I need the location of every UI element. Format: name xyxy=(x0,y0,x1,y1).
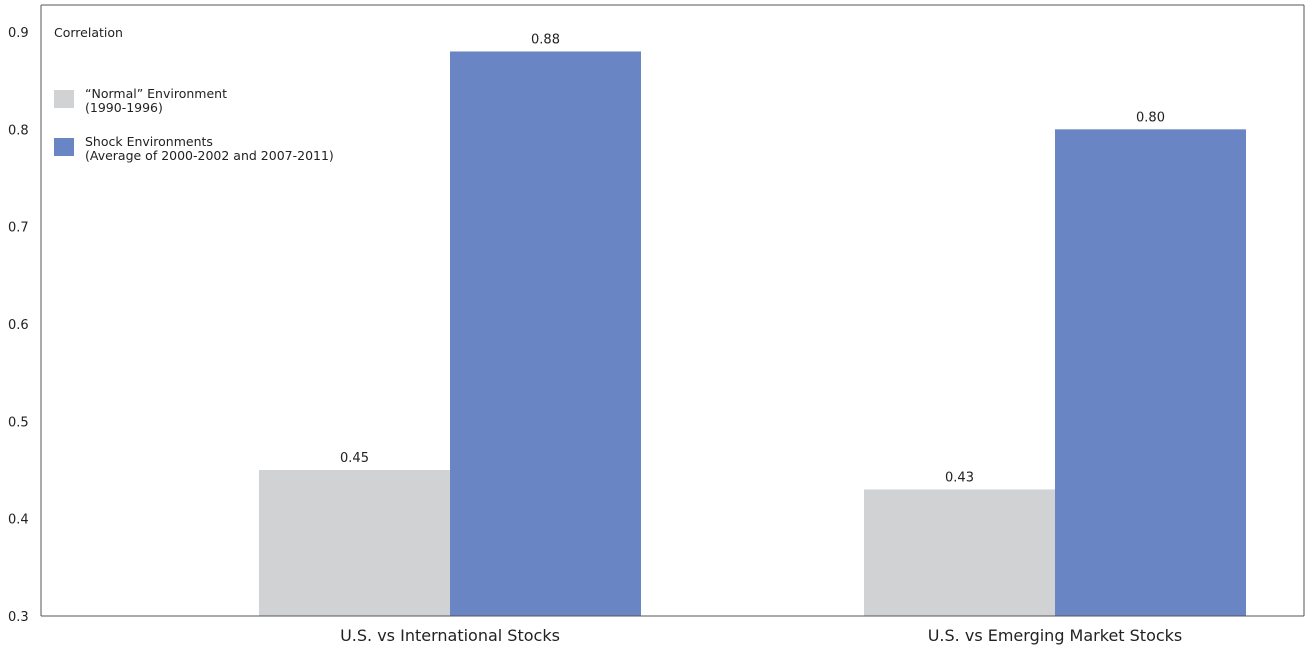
x-category-label: U.S. vs Emerging Market Stocks xyxy=(928,626,1183,645)
y-tick-label: 0.3 xyxy=(8,610,29,625)
y-tick-label: 0.4 xyxy=(8,513,29,528)
y-tick-label: 0.5 xyxy=(8,415,29,430)
x-category-label: U.S. vs International Stocks xyxy=(340,626,560,645)
y-tick-label: 0.9 xyxy=(8,26,29,41)
bar-value-label: 0.45 xyxy=(340,451,369,466)
legend-label-shock-period: (Average of 2000-2002 and 2007-2011) xyxy=(85,148,334,163)
y-axis-ticks: 0.3 0.4 0.5 0.6 0.7 0.8 0.9 xyxy=(8,26,29,625)
y-tick-label: 0.8 xyxy=(8,123,29,138)
legend-label-normal: “Normal” Environment xyxy=(85,86,227,101)
bar-value-label: 0.88 xyxy=(531,32,560,47)
bars xyxy=(259,51,1246,617)
y-tick-label: 0.7 xyxy=(8,221,29,236)
legend: “Normal” Environment (1990-1996) Shock E… xyxy=(54,86,334,163)
legend-swatch-shock xyxy=(54,138,74,156)
bar xyxy=(1055,129,1246,617)
y-tick-label: 0.6 xyxy=(8,318,29,333)
bar xyxy=(864,489,1055,616)
data-labels: 0.45 0.88 0.43 0.80 xyxy=(340,32,1165,485)
x-axis-categories: U.S. vs International Stocks U.S. vs Emer… xyxy=(340,626,1182,645)
bar xyxy=(450,51,641,616)
bar-value-label: 0.43 xyxy=(945,470,974,485)
bar xyxy=(259,470,450,616)
y-axis-title: Correlation xyxy=(54,25,123,40)
legend-label-shock: Shock Environments xyxy=(85,134,213,149)
bar-value-label: 0.80 xyxy=(1136,110,1165,125)
legend-label-normal-period: (1990-1996) xyxy=(85,100,163,115)
legend-swatch-normal xyxy=(54,90,74,108)
